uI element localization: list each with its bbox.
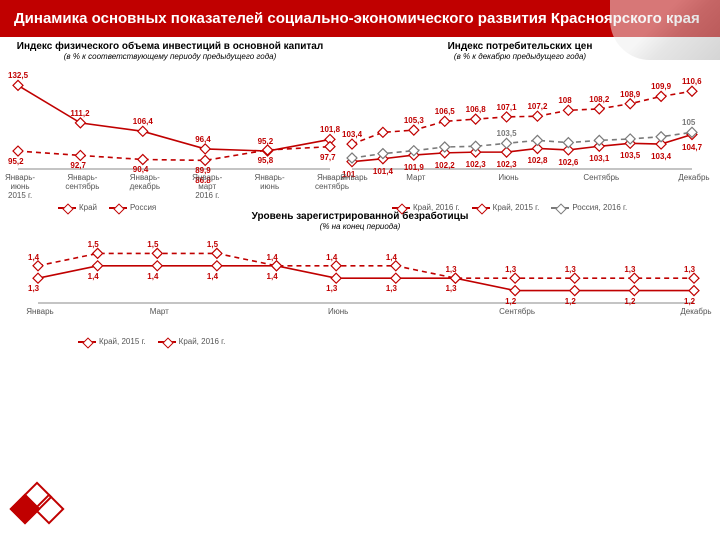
x-axis-label: Январь-сентябрь [60, 173, 104, 191]
data-label: 108,2 [589, 95, 609, 104]
data-label: 1,4 [267, 272, 278, 281]
data-label: 1,4 [267, 253, 278, 262]
x-axis-label: Январь [18, 307, 62, 316]
data-label: 95,2 [258, 137, 274, 146]
data-label: 104,7 [682, 143, 702, 152]
x-axis-label: Январь [332, 173, 376, 182]
x-axis-label: Июнь [316, 307, 360, 316]
x-axis-label: Декабрь [674, 307, 718, 316]
x-axis-label: Январь-декабрь [123, 173, 167, 191]
data-label: 107,2 [527, 102, 547, 111]
data-label: 108,9 [620, 90, 640, 99]
legend-label: Край, 2016 г. [179, 337, 226, 346]
page-title: Динамика основных показателей социально-… [14, 10, 706, 27]
data-label: 106,8 [466, 105, 486, 114]
data-label: 97,7 [320, 153, 336, 162]
data-label: 106,4 [133, 117, 153, 126]
legend: Край, 2015 г. Край, 2016 г. [78, 337, 225, 346]
data-label: 109,9 [651, 82, 671, 91]
chart-svg [0, 41, 340, 181]
x-axis-label: Сентябрь [579, 173, 623, 182]
data-label: 1,4 [326, 253, 337, 262]
data-label: 103,5 [497, 129, 517, 138]
data-label: 1,4 [147, 272, 158, 281]
data-label: 1,2 [505, 297, 516, 306]
data-label: 101,8 [320, 125, 340, 134]
legend-swatch [392, 207, 410, 209]
data-label: 102,8 [527, 156, 547, 165]
data-label: 110,6 [682, 77, 702, 86]
chart-svg [14, 211, 706, 311]
data-label: 102,3 [497, 160, 517, 169]
data-label: 103,5 [620, 151, 640, 160]
data-label: 1,3 [445, 265, 456, 274]
data-label: 1,4 [386, 253, 397, 262]
data-label: 1,3 [624, 265, 635, 274]
legend-swatch [78, 341, 96, 343]
legend-swatch [158, 341, 176, 343]
data-label: 1,3 [386, 284, 397, 293]
diamond-icon [14, 486, 62, 534]
data-label: 1,2 [624, 297, 635, 306]
x-axis-label: Март [394, 173, 438, 182]
data-label: 1,3 [326, 284, 337, 293]
data-label: 107,1 [497, 103, 517, 112]
data-label: 103,1 [589, 154, 609, 163]
data-label: 102,6 [558, 158, 578, 167]
x-axis-label: Сентябрь [495, 307, 539, 316]
data-label: 1,3 [28, 284, 39, 293]
data-label: 103,4 [651, 152, 671, 161]
data-label: 96,4 [195, 135, 211, 144]
data-label: 102,3 [466, 160, 486, 169]
x-axis-label: Март [137, 307, 181, 316]
x-axis-label: Июнь [487, 173, 531, 182]
chart-investments: Индекс физического объема инвестиций в о… [0, 41, 340, 211]
data-label: 1,3 [445, 284, 456, 293]
chart-unemployment: Уровень зарегистрированной безработицы(%… [14, 211, 706, 341]
data-label: 1,4 [88, 272, 99, 281]
legend-label: Край, 2015 г. [99, 337, 146, 346]
data-label: 1,2 [684, 297, 695, 306]
x-axis-year: 2015 г. [8, 191, 32, 200]
data-label: 1,5 [147, 240, 158, 249]
data-label: 1,5 [207, 240, 218, 249]
x-axis-label: Январь-июнь [248, 173, 292, 191]
data-label: 105,3 [404, 116, 424, 125]
x-axis-label: Январь-июнь [0, 173, 42, 191]
data-label: 103,4 [342, 130, 362, 139]
data-label: 1,3 [505, 265, 516, 274]
legend-item: Край, 2016 г. [158, 337, 226, 346]
legend-item: Край, 2015 г. [78, 337, 146, 346]
x-axis-year: 2016 г. [195, 191, 219, 200]
data-label: 92,7 [70, 161, 86, 170]
chart-cpi: Индекс потребительских цен(в % к декабрю… [340, 41, 700, 211]
data-label: 108 [558, 96, 571, 105]
data-label: 105 [682, 118, 695, 127]
legend-swatch [472, 207, 490, 209]
chart-svg [340, 41, 700, 181]
x-axis-label: Январь-март [185, 173, 229, 191]
data-label: 1,3 [684, 265, 695, 274]
data-label: 1,3 [565, 265, 576, 274]
data-label: 101,9 [404, 163, 424, 172]
data-label: 95,8 [258, 156, 274, 165]
data-label: 111,2 [70, 109, 89, 118]
x-axis-label: Декабрь [672, 173, 716, 182]
data-label: 102,2 [435, 161, 455, 170]
data-label: 1,4 [207, 272, 218, 281]
data-label: 1,4 [28, 253, 39, 262]
data-label: 1,2 [565, 297, 576, 306]
legend-swatch [109, 207, 127, 209]
legend-swatch [58, 207, 76, 209]
legend-swatch [551, 207, 569, 209]
data-label: 95,2 [8, 157, 24, 166]
data-label: 1,5 [88, 240, 99, 249]
data-label: 106,5 [435, 107, 455, 116]
data-label: 132,5 [8, 71, 28, 80]
